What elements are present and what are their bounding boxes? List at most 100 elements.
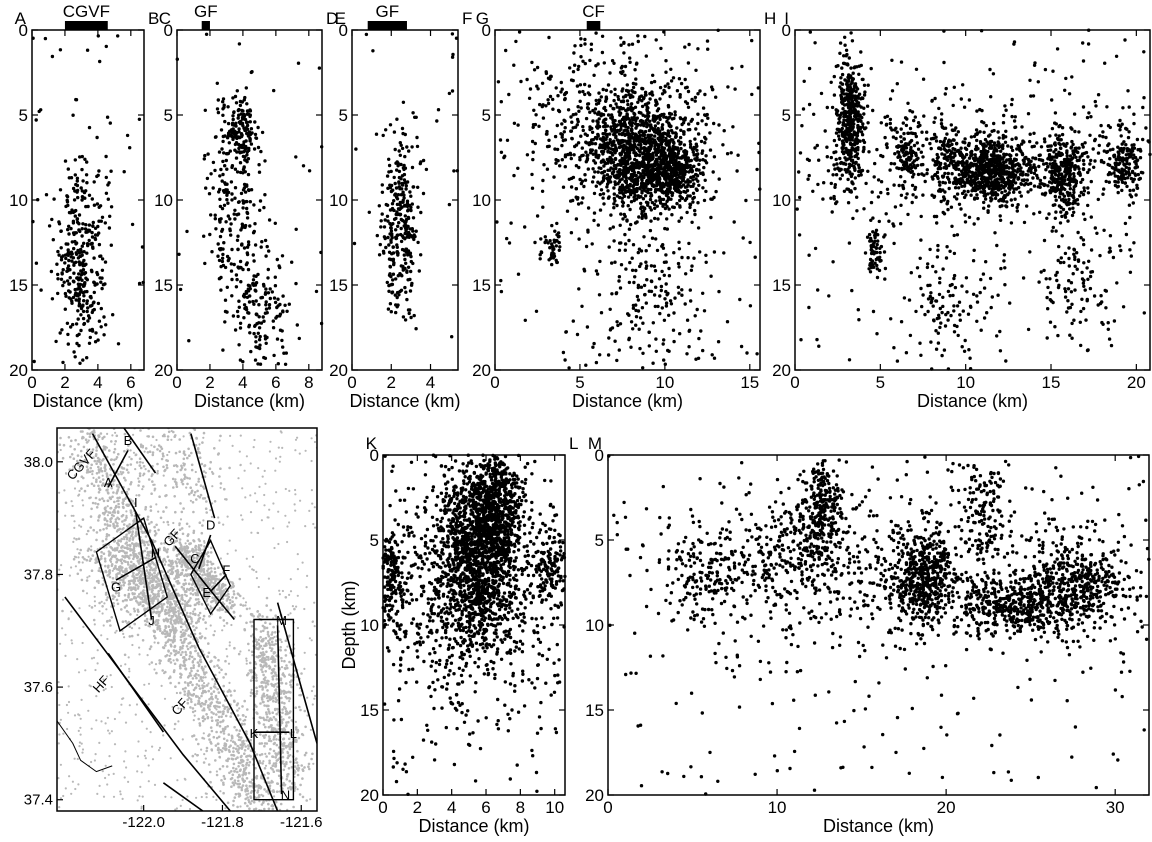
hypocenter-point	[230, 198, 234, 202]
hypocenter-point	[409, 194, 413, 198]
hypocenter-point	[401, 100, 406, 105]
hypocenter-point	[640, 129, 644, 134]
hypocenter-point	[63, 159, 68, 163]
hypocenter-point	[1004, 204, 1008, 208]
hypocenter-point	[211, 186, 215, 190]
hypocenter-point	[701, 348, 705, 353]
hypocenter-point	[606, 196, 611, 200]
hypocenter-point	[629, 102, 634, 106]
hypocenter-point	[421, 191, 426, 196]
hypocenter-point	[834, 157, 838, 162]
hypocenter-point	[398, 187, 402, 191]
hypocenter-point	[242, 98, 246, 102]
hypocenter-point	[602, 176, 606, 180]
hypocenter-point	[666, 192, 670, 196]
hypocenter-point	[412, 233, 416, 237]
hypocenter-point	[841, 123, 845, 127]
hypocenter-point	[137, 117, 142, 122]
hypocenter-point	[566, 108, 571, 112]
hypocenter-point	[238, 119, 243, 124]
hypocenter-point	[294, 281, 298, 286]
hypocenter-point	[617, 279, 621, 283]
hypocenter-point	[236, 135, 241, 139]
hypocenter-point	[72, 261, 76, 265]
hypocenter-point	[640, 178, 644, 183]
hypocenter-point	[249, 188, 254, 192]
hypocenter-point	[187, 339, 191, 343]
hypocenter-point	[541, 178, 545, 183]
hypocenter-point	[209, 172, 213, 176]
hypocenter-point	[505, 236, 509, 241]
hypocenter-point	[642, 133, 647, 137]
hypocenter-point	[259, 245, 263, 249]
hypocenter-point	[675, 126, 679, 130]
hypocenter-point	[619, 144, 623, 148]
hypocenter-point	[226, 201, 230, 205]
hypocenter-point	[838, 85, 842, 89]
hypocenter-point	[228, 129, 232, 133]
hypocenter-point	[85, 299, 90, 303]
hypocenter-point	[899, 140, 904, 144]
hypocenter-point	[621, 99, 626, 104]
hypocenter-point	[973, 162, 977, 167]
hypocenter-point	[235, 170, 240, 174]
hypocenter-point	[572, 153, 576, 157]
hypocenter-point	[222, 203, 227, 207]
hypocenter-point	[638, 95, 642, 99]
hypocenter-point	[82, 190, 87, 195]
hypocenter-point	[669, 190, 673, 195]
hypocenter-point	[258, 346, 262, 351]
hypocenter-point	[680, 293, 684, 297]
hypocenter-point	[109, 169, 113, 173]
hypocenter-point	[623, 64, 628, 69]
hypocenter-point	[627, 238, 631, 243]
hypocenter-point	[949, 205, 954, 209]
hypocenter-point	[100, 215, 105, 219]
hypocenter-point	[637, 143, 641, 147]
hypocenter-point	[696, 92, 700, 96]
hypocenter-point	[59, 229, 63, 233]
hypocenter-point	[280, 338, 284, 343]
hypocenter-point	[663, 202, 668, 206]
hypocenter-point	[95, 202, 100, 206]
hypocenter-point	[569, 115, 573, 119]
hypocenter-point	[218, 220, 222, 224]
hypocenter-point	[447, 202, 452, 207]
hypocenter-point	[624, 176, 628, 180]
hypocenter-point	[267, 218, 272, 222]
hypocenter-point	[578, 155, 582, 160]
hypocenter-point	[389, 310, 393, 314]
hypocenter-point	[399, 232, 403, 237]
hypocenter-point	[700, 149, 705, 153]
hypocenter-point	[663, 172, 667, 176]
hypocenter-point	[953, 147, 957, 152]
hypocenter-point	[248, 294, 252, 298]
hypocenter-point	[403, 203, 407, 208]
hypocenter-point	[67, 232, 71, 236]
hypocenter-point	[627, 336, 631, 340]
hypocenter-point	[646, 175, 651, 179]
hypocenter-point	[645, 153, 649, 157]
hypocenter-point	[538, 257, 542, 261]
hypocenter-point	[86, 204, 90, 209]
hypocenter-point	[679, 116, 683, 121]
hypocenter-point	[236, 116, 240, 120]
hypocenter-point	[90, 241, 94, 246]
hypocenter-point	[238, 99, 243, 104]
hypocenter-point	[665, 217, 669, 221]
hypocenter-point	[653, 134, 657, 138]
hypocenter-point	[669, 79, 674, 83]
hypocenter-point	[613, 182, 618, 187]
hypocenter-point	[628, 207, 632, 212]
hypocenter-point	[629, 200, 634, 204]
hypocenter-point	[75, 333, 80, 338]
hypocenter-point	[597, 117, 601, 121]
hypocenter-point	[677, 240, 681, 244]
hypocenter-point	[90, 230, 94, 235]
hypocenter-point	[633, 151, 638, 155]
hypocenter-point	[609, 327, 613, 331]
hypocenter-point	[691, 191, 696, 195]
hypocenter-point	[1001, 168, 1005, 172]
hypocenter-point	[648, 197, 653, 202]
hypocenter-point	[686, 179, 691, 184]
